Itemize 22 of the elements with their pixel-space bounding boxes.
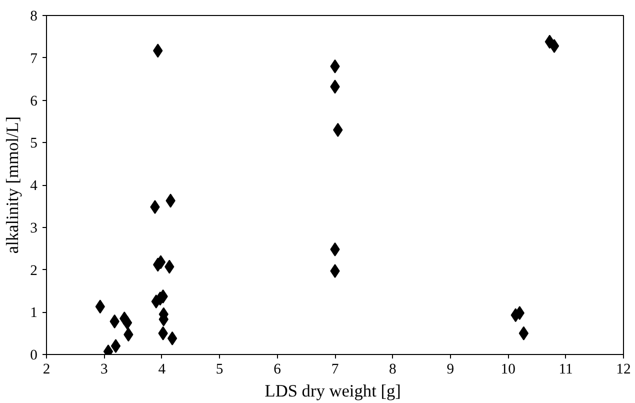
- y-tick-label: 5: [30, 136, 38, 152]
- x-tick-label: 4: [158, 362, 166, 378]
- y-tick-label: 4: [30, 178, 38, 194]
- y-tick-label: 2: [30, 262, 38, 279]
- y-tick-label: 0: [30, 348, 38, 364]
- x-tick-label: 7: [331, 362, 339, 378]
- y-tick-label: 3: [30, 220, 38, 236]
- x-tick-label: 8: [389, 362, 396, 378]
- y-tick-label: 6: [30, 93, 38, 110]
- y-axis-title: alkalinity [mmol/L]: [3, 116, 22, 254]
- x-tick-label: 5: [216, 362, 224, 378]
- x-tick-label: 10: [500, 362, 516, 378]
- y-tick-label: 8: [30, 8, 38, 24]
- x-tick-label: 2: [42, 362, 50, 378]
- y-tick-label: 7: [30, 50, 38, 67]
- x-tick-label: 6: [274, 362, 281, 378]
- x-axis-title: LDS dry weight [g]: [264, 382, 401, 400]
- y-tick-label: 1: [30, 305, 38, 322]
- x-tick-label: 12: [616, 362, 631, 378]
- x-tick-label: 9: [446, 362, 454, 378]
- x-tick-label: 3: [100, 362, 108, 378]
- x-tick-label: 11: [558, 362, 573, 378]
